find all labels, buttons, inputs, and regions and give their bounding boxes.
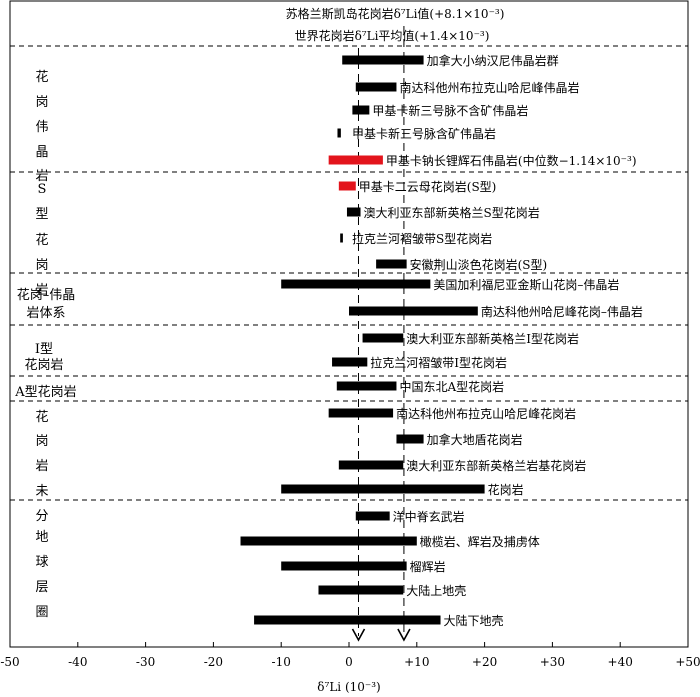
range-bar [318, 585, 404, 595]
bar-label: 澳大利亚东部新英格兰S型花岗岩 [364, 205, 540, 220]
range-bar [332, 357, 368, 367]
bar-label: 洋中脊玄武岩 [393, 509, 465, 524]
bar-label: 美国加利福尼亚金斯山花岗–伟晶岩 [433, 277, 619, 292]
range-bar [328, 155, 383, 165]
x-tick-label: -30 [136, 655, 155, 669]
bar-label: 安徽荆山淡色花岗岩(S型) [410, 257, 548, 272]
group-label: 花岗–伟晶岩体系 [17, 287, 76, 321]
bar-label: 澳大利亚东部新英格兰岩基花岗岩 [406, 458, 586, 473]
range-bar [328, 408, 394, 418]
bar-label: 花岗岩 [488, 482, 524, 497]
x-tick-label: -20 [204, 655, 223, 669]
reference-label-world: 世界花岗岩δ⁷Li平均值(+1.4×10⁻³) [295, 28, 490, 43]
range-bar [352, 105, 370, 115]
bar-label: 橄榄岩、辉岩及捕虏体 [420, 534, 540, 549]
group-label: 花岗伟晶岩 [35, 69, 48, 184]
bar-label: 南达科他州哈尼峰花岗–伟晶岩 [481, 304, 643, 319]
plot-frame [9, 0, 689, 648]
bar-label: 加拿大地盾花岗岩 [427, 432, 523, 447]
x-tick-label: +50 [675, 655, 700, 669]
x-tick-label: +40 [608, 655, 633, 669]
bar-label: 大陆上地壳 [406, 583, 466, 598]
range-bar [355, 82, 397, 92]
range-bar [336, 381, 397, 391]
range-bar [240, 536, 417, 546]
x-tick-label: -40 [68, 655, 87, 669]
range-bar [396, 434, 424, 444]
bar-label: 甲基卡新三号脉不含矿伟晶岩 [372, 103, 528, 118]
x-axis: -50 -40 -30 -20 -10 0 +10 +20 +30 +40 +50 δ⁷Li (10⁻… [0, 642, 700, 694]
bar-label: 甲基卡钠长锂辉石伟晶岩(中位数−1.14×10⁻³) [386, 153, 637, 168]
bar-label: 甲基卡二云母花岗岩(S型) [359, 179, 497, 194]
group-label: 花岗岩未分 [35, 409, 48, 524]
bar-label: 大陆下地壳 [444, 613, 504, 628]
bar-label: 加拿大小纳汉尼伟晶岩群 [427, 53, 559, 68]
group-label: I型花岗岩 [24, 342, 63, 373]
range-bar [340, 233, 343, 243]
range-bar [337, 128, 341, 138]
range-bar [254, 615, 441, 625]
range-bar [376, 259, 407, 269]
group-label: 地球层圈 [35, 530, 48, 620]
bar-label: 甲基卡新三号脉含矿伟晶岩 [352, 126, 496, 141]
group-label: S 型花岗岩 [35, 182, 48, 298]
range-bar [281, 484, 485, 494]
range-bar [281, 279, 431, 289]
bar-label: 南达科他州布拉克山哈尼峰伟晶岩 [399, 80, 579, 95]
x-tick-label: -50 [0, 655, 19, 669]
bar-label: 南达科他州布拉克山哈尼峰花岗岩 [396, 406, 576, 421]
range-bar [349, 306, 478, 316]
bar-label: 中国东北A型花岗岩 [399, 379, 504, 394]
x-tick-label: 0 [345, 655, 353, 669]
group-label: A型花岗岩 [14, 384, 76, 400]
plot-border [9, 0, 689, 648]
bar-label: 拉克兰河褶皱带S型花岗岩 [352, 231, 492, 246]
reference-arrow [397, 628, 411, 642]
reference-lines: 苏格兰斯凯岛花岗岩δ⁷Li值(+8.1×10⁻³) 世界花岗岩δ⁷Li平均值(+1… [286, 6, 505, 642]
bar-label: 拉克兰河褶皱带I型花岗岩 [370, 355, 507, 370]
range-bar [346, 207, 361, 217]
range-bar [338, 181, 356, 191]
x-tick-label: +10 [404, 655, 429, 669]
range-bar [338, 460, 404, 470]
range-bar [281, 561, 407, 571]
reference-label-scotland: 苏格兰斯凯岛花岗岩δ⁷Li值(+8.1×10⁻³) [286, 6, 505, 21]
x-tick-label: +30 [540, 655, 565, 669]
data-bars: 加拿大小纳汉尼伟晶岩群南达科他州布拉克山哈尼峰伟晶岩甲基卡新三号脉不含矿伟晶岩甲… [240, 53, 643, 628]
range-bar [362, 333, 404, 343]
x-tick-label: -10 [272, 655, 291, 669]
bar-label: 榴辉岩 [410, 559, 446, 574]
x-tick-label: +20 [472, 655, 497, 669]
x-axis-title: δ⁷Li (10⁻³) [317, 680, 380, 694]
range-bar [342, 55, 424, 65]
range-bar [355, 511, 390, 521]
bar-label: 澳大利亚东部新英格兰I型花岗岩 [406, 331, 579, 346]
reference-arrow [351, 628, 366, 642]
